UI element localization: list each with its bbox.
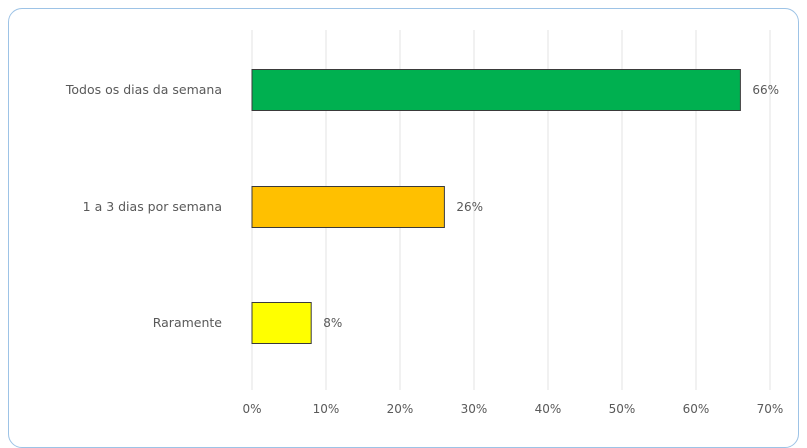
x-tick-label-5: 50%: [609, 402, 636, 416]
label-layer: 0% 10% 20% 30% 40% 50% 60% 70% Todos os dias da …: [65, 82, 783, 416]
bar-chart: 0% 10% 20% 30% 40% 50% 60% 70% Todos os dias da …: [65, 30, 783, 416]
x-tick-label-7: 70%: [757, 402, 784, 416]
x-tick-label-1: 10%: [313, 402, 340, 416]
x-tick-label-4: 40%: [535, 402, 562, 416]
category-label-1: 1 a 3 dias por semana: [83, 199, 222, 214]
x-tick-label-6: 60%: [683, 402, 710, 416]
x-tick-label-3: 30%: [461, 402, 488, 416]
bar-1: [251, 186, 445, 228]
data-label-0: 66%: [752, 83, 779, 97]
data-label-1: 26%: [456, 200, 483, 214]
bar-0: [251, 69, 741, 111]
x-tick-label-0: 0%: [242, 402, 261, 416]
x-tick-label-2: 20%: [387, 402, 414, 416]
category-label-0: Todos os dias da semana: [65, 82, 222, 97]
bar-layer: [251, 69, 741, 344]
data-label-2: 8%: [323, 316, 342, 330]
bar-2: [251, 302, 312, 344]
category-label-2: Raramente: [153, 315, 223, 330]
